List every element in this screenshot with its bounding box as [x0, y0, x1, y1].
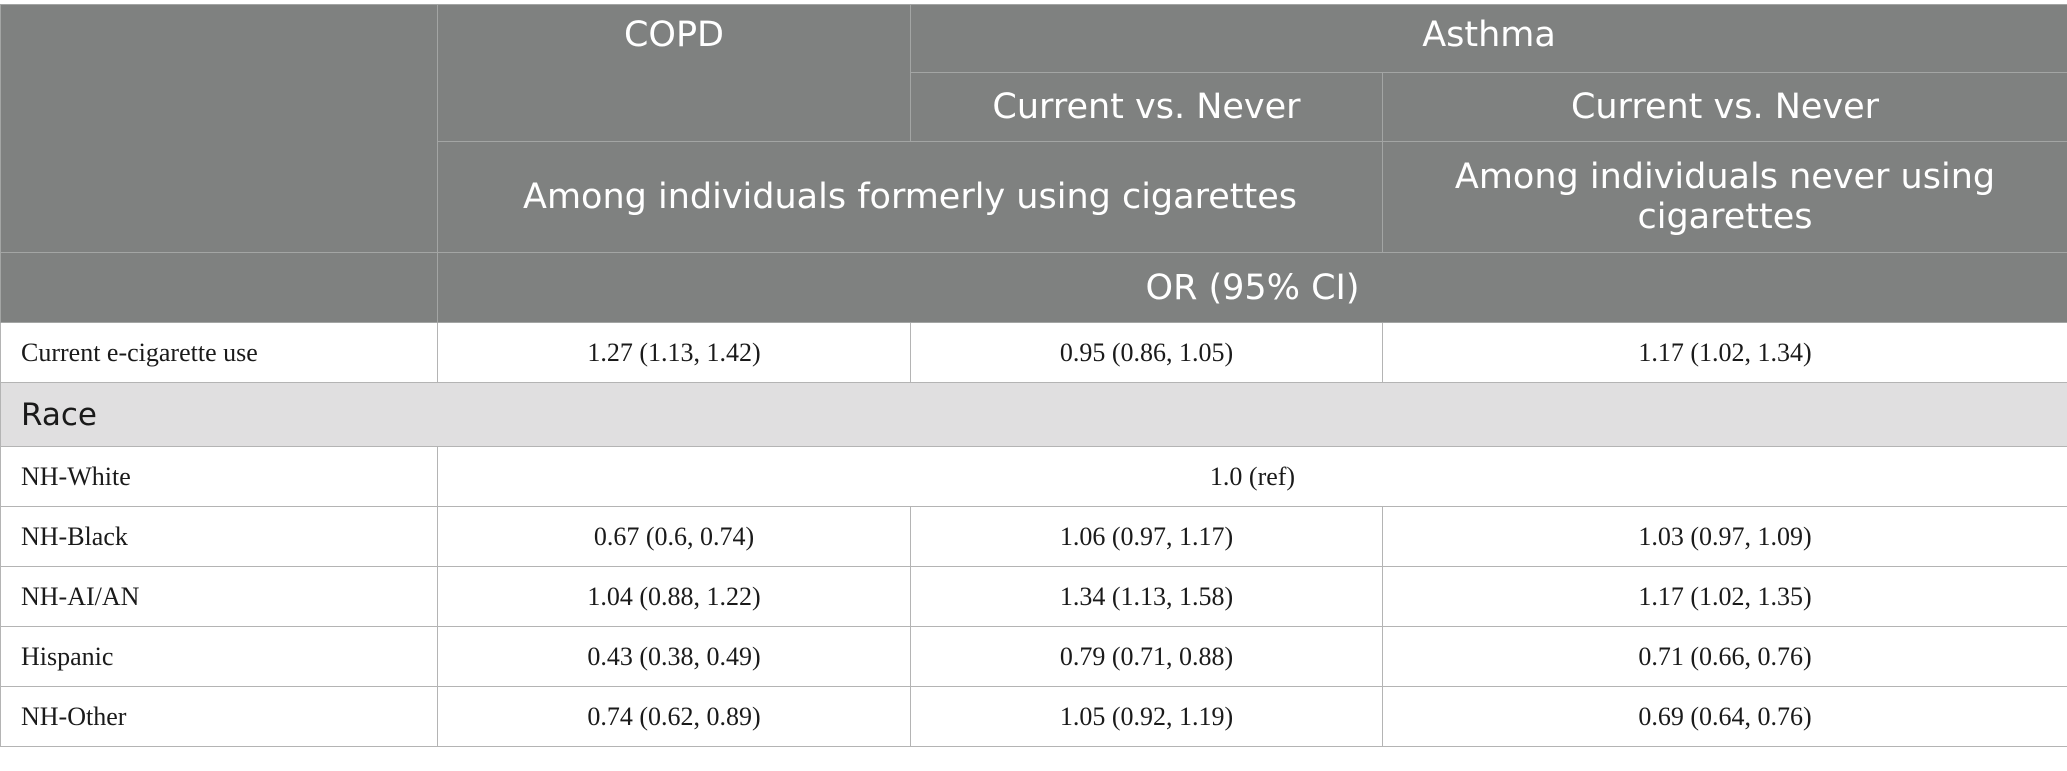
cell-asthma-never: 1.17 (1.02, 1.34) — [1381, 322, 2067, 383]
section-row-race: Race — [0, 382, 2067, 447]
cell-reference: 1.0 (ref) — [436, 446, 2067, 507]
cell-copd: 1.04 (0.88, 1.22) — [437, 566, 911, 627]
row-label: NH-White — [0, 446, 438, 507]
cell-asthma-former: 1.34 (1.13, 1.58) — [910, 566, 1383, 627]
cell-copd: 1.27 (1.13, 1.42) — [437, 322, 911, 383]
header-copd: COPD — [437, 4, 911, 142]
row-label: NH-AI/AN — [0, 566, 438, 627]
table-header: COPD Asthma Current vs. Never Current vs… — [0, 4, 2067, 323]
header-current-vs-never-never: Current vs. Never — [1381, 72, 2067, 142]
header-or-ci: OR (95% CI) — [436, 252, 2067, 323]
header-row-population: Among individuals formerly using cigaret… — [1, 141, 2067, 253]
cell-asthma-former: 0.95 (0.86, 1.05) — [910, 322, 1383, 383]
header-row-outcomes: COPD Asthma — [0, 4, 2067, 253]
table-row-nh-white: NH-White 1.0 (ref) — [0, 446, 2067, 507]
row-label: NH-Black — [0, 506, 438, 567]
table-row-hispanic: Hispanic 0.43 (0.38, 0.49) 0.79 (0.71, 0… — [0, 626, 2067, 687]
header-former-smokers: Among individuals formerly using cigaret… — [437, 141, 1383, 253]
row-label: Current e-cigarette use — [0, 322, 438, 383]
odds-ratio-table: COPD Asthma Current vs. Never Current vs… — [0, 4, 2067, 747]
cell-asthma-never: 0.69 (0.64, 0.76) — [1381, 686, 2067, 747]
table-row-nh-black: NH-Black 0.67 (0.6, 0.74) 1.06 (0.97, 1.… — [0, 506, 2067, 567]
section-label-race: Race — [0, 382, 2067, 447]
header-asthma: Asthma — [909, 4, 2067, 73]
cell-copd: 0.43 (0.38, 0.49) — [437, 626, 911, 687]
header-current-vs-never-former: Current vs. Never — [910, 72, 1383, 142]
cell-asthma-never: 1.17 (1.02, 1.35) — [1381, 566, 2067, 627]
cell-asthma-former: 0.79 (0.71, 0.88) — [910, 626, 1383, 687]
cell-asthma-former: 1.06 (0.97, 1.17) — [910, 506, 1383, 567]
table-body: Current e-cigarette use 1.27 (1.13, 1.42… — [0, 322, 2067, 747]
table-row-ecig: Current e-cigarette use 1.27 (1.13, 1.42… — [0, 322, 2067, 383]
table-row-nh-aian: NH-AI/AN 1.04 (0.88, 1.22) 1.34 (1.13, 1… — [0, 566, 2067, 627]
cell-copd: 0.67 (0.6, 0.74) — [437, 506, 911, 567]
header-corner-cell — [0, 4, 438, 253]
row-label: Hispanic — [0, 626, 438, 687]
table-row-nh-other: NH-Other 0.74 (0.62, 0.89) 1.05 (0.92, 1… — [0, 686, 2067, 747]
row-label: NH-Other — [0, 686, 438, 747]
cell-asthma-never: 1.03 (0.97, 1.09) — [1381, 506, 2067, 567]
cell-asthma-never: 0.71 (0.66, 0.76) — [1381, 626, 2067, 687]
header-row-comparison: Current vs. Never Current vs. Never — [1, 72, 2067, 142]
header-row-measure: OR (95% CI) — [0, 252, 2067, 323]
cell-copd: 0.74 (0.62, 0.89) — [437, 686, 911, 747]
header-never-smokers: Among individuals never using cigarettes — [1381, 141, 2067, 253]
cell-asthma-former: 1.05 (0.92, 1.19) — [910, 686, 1383, 747]
header-empty-cell — [0, 252, 438, 323]
